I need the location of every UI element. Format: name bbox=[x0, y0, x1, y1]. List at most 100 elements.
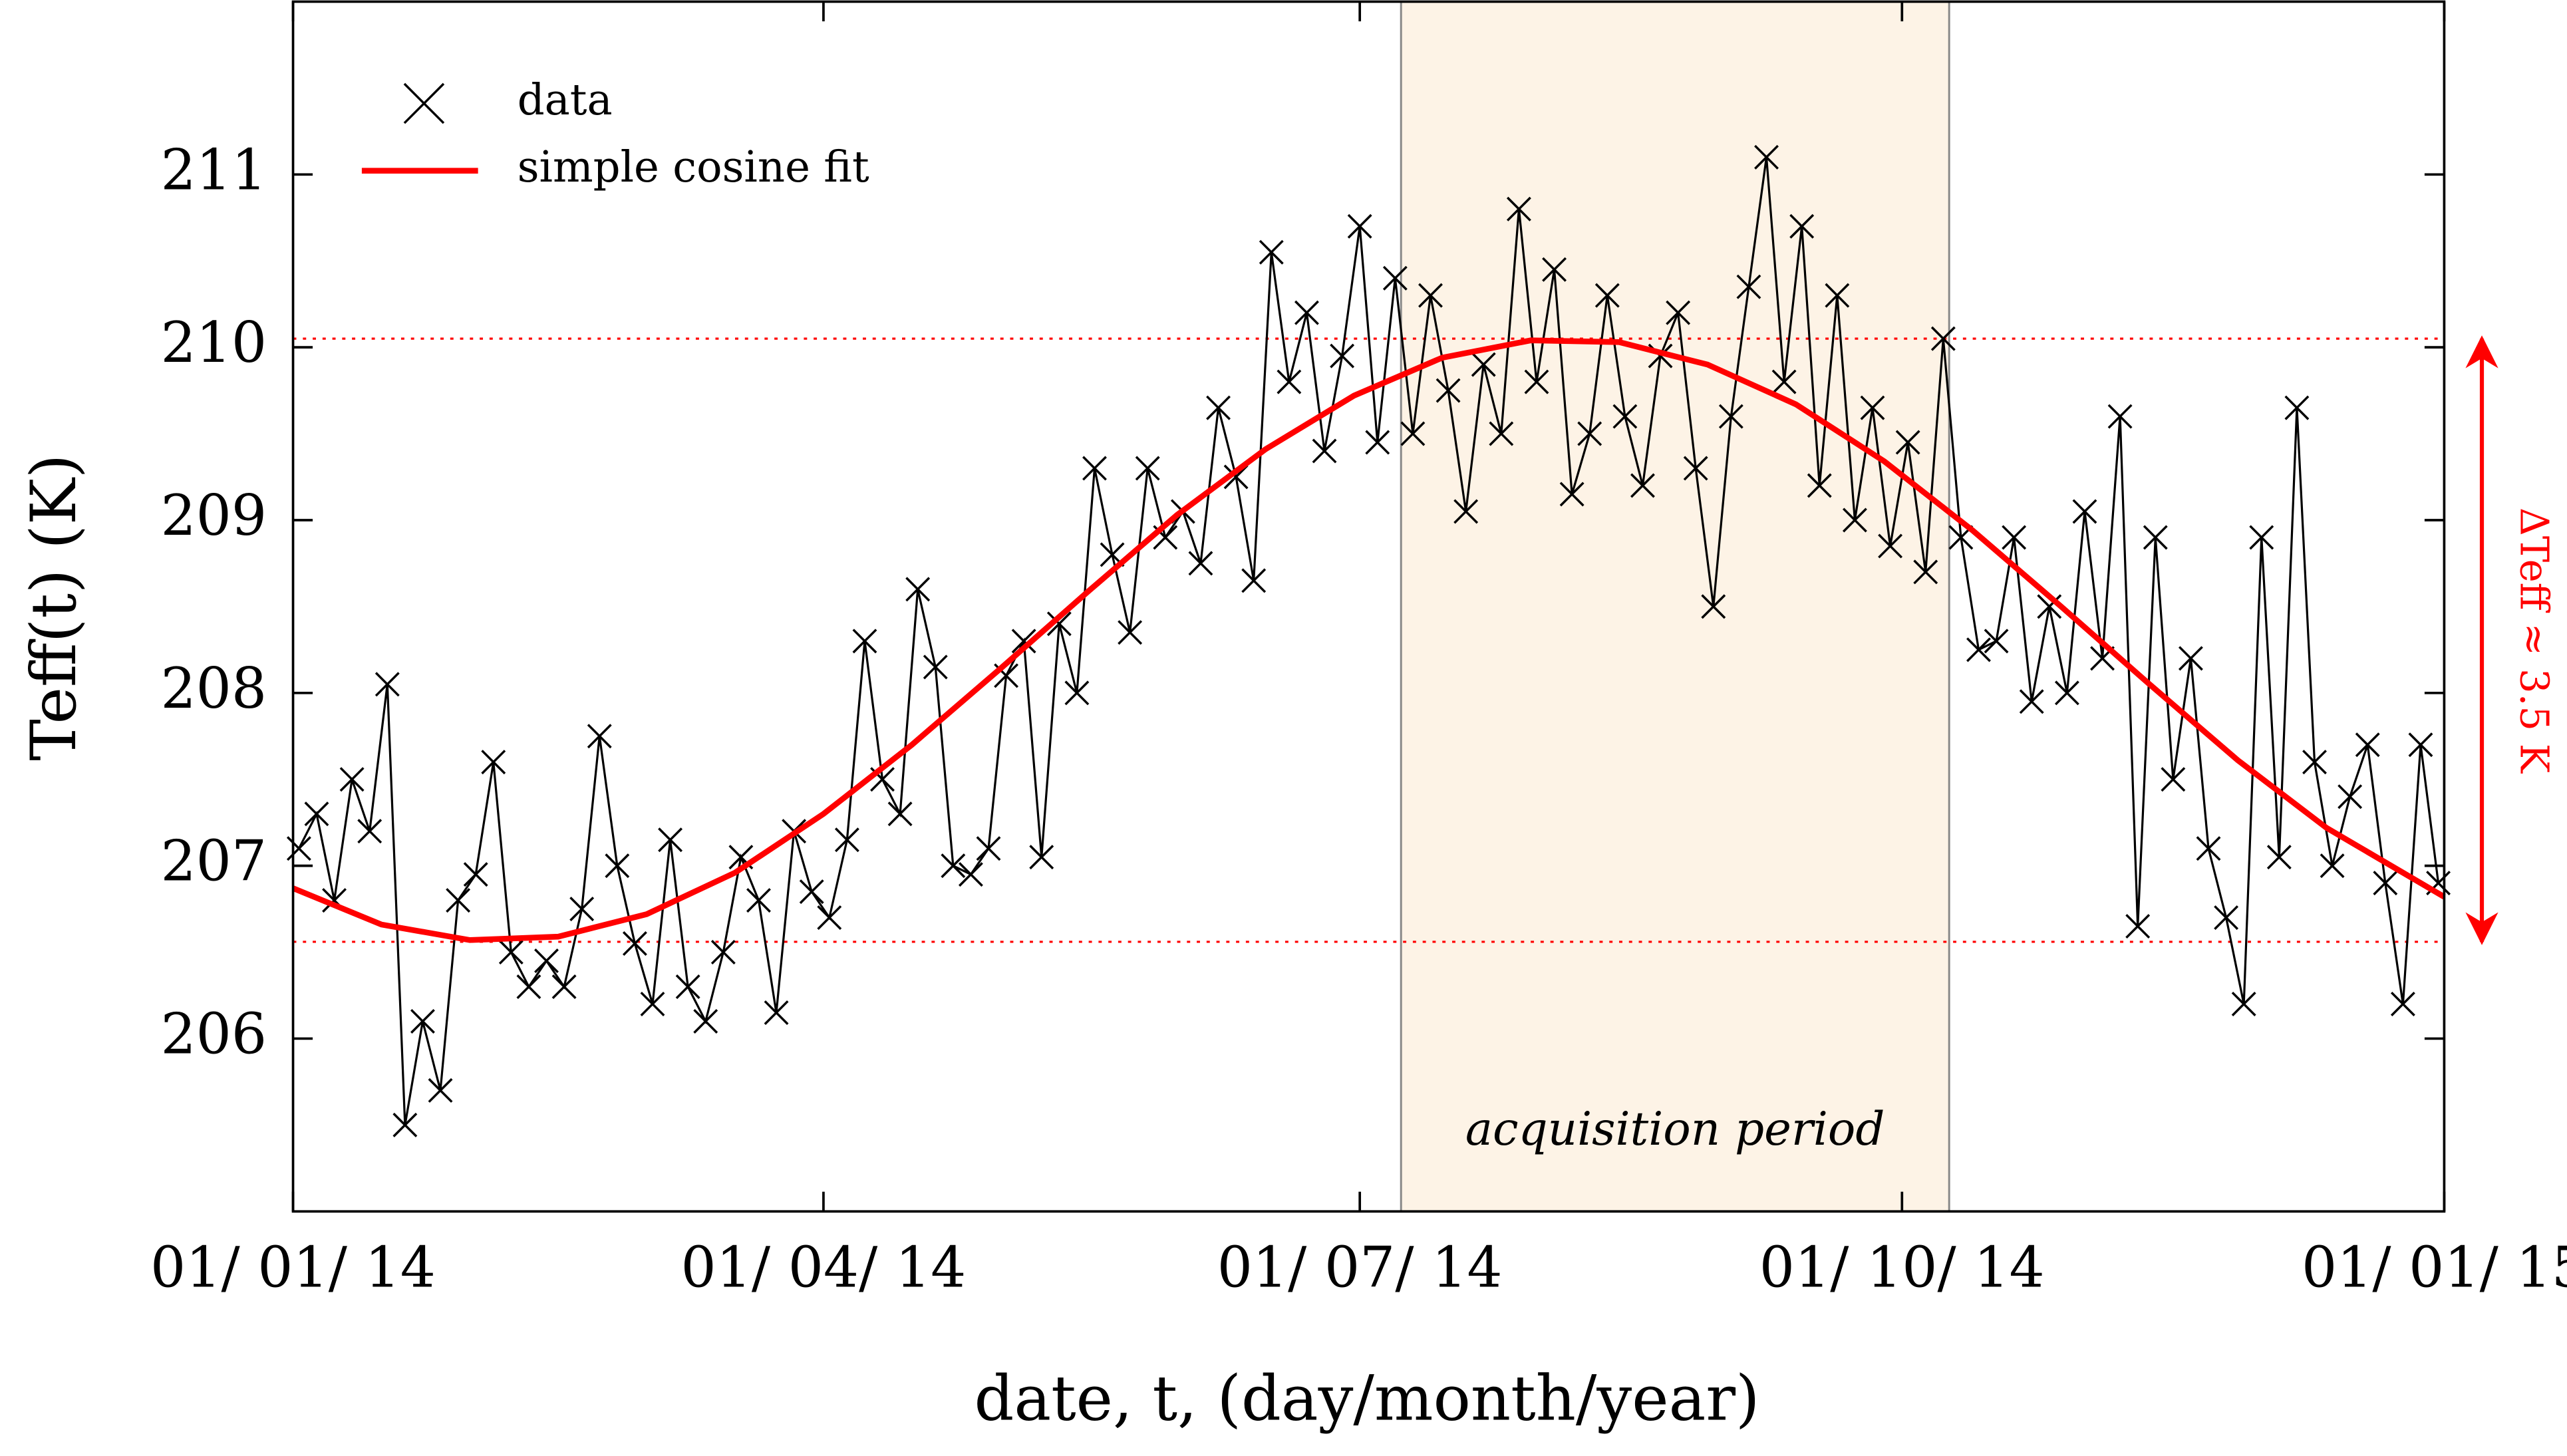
legend-label: simple cosine fit bbox=[518, 143, 869, 192]
data-point bbox=[2302, 750, 2327, 775]
data-point bbox=[2054, 680, 2079, 706]
legend-label: data bbox=[518, 76, 613, 125]
data-point bbox=[1966, 637, 1991, 662]
data-point bbox=[1029, 845, 1054, 870]
data-point bbox=[834, 827, 859, 853]
data-point bbox=[976, 836, 1001, 861]
data-point bbox=[1135, 456, 1160, 481]
shaded-region bbox=[1401, 1, 1950, 1212]
data-point bbox=[1453, 499, 1479, 524]
legend-marker bbox=[403, 82, 445, 124]
data-point bbox=[286, 836, 311, 861]
region-label: acquisition period bbox=[1465, 1103, 1885, 1156]
data-point bbox=[463, 862, 488, 887]
data-point bbox=[1489, 421, 1514, 446]
data-point bbox=[1666, 300, 1691, 325]
data-point bbox=[1895, 430, 1920, 455]
data-point bbox=[1330, 343, 1355, 368]
data-point bbox=[2107, 404, 2133, 429]
y-tick-label: 208 bbox=[160, 656, 267, 721]
data-point bbox=[1046, 611, 1072, 637]
data-point bbox=[710, 940, 736, 965]
data-point bbox=[1064, 680, 1090, 706]
data-point bbox=[658, 827, 683, 853]
data-point bbox=[1718, 404, 1743, 429]
y-tick-label: 206 bbox=[160, 1001, 267, 1066]
data-point bbox=[392, 1112, 418, 1137]
data-point bbox=[1860, 395, 1885, 420]
data-point bbox=[887, 801, 913, 827]
y-tick-label: 209 bbox=[160, 483, 267, 548]
data-point bbox=[1577, 421, 1602, 446]
data-point bbox=[1683, 456, 1708, 481]
data-point bbox=[2320, 853, 2345, 879]
data-point bbox=[2037, 594, 2062, 619]
x-tick-label: 01/ 10/ 14 bbox=[1759, 1235, 2045, 1300]
data-point bbox=[516, 974, 541, 1000]
fit-line bbox=[291, 337, 2446, 943]
data-point bbox=[1435, 378, 1461, 403]
x-tick-label: 01/ 01/ 15 bbox=[2302, 1235, 2567, 1300]
data-point bbox=[764, 1000, 789, 1025]
data-point bbox=[2249, 525, 2274, 550]
x-tick-label: 01/ 07/ 14 bbox=[1217, 1235, 1503, 1300]
data-point bbox=[1118, 620, 1143, 645]
data-point bbox=[693, 1008, 718, 1034]
data-point bbox=[1771, 369, 1797, 394]
y-tick-label: 210 bbox=[160, 310, 267, 375]
data-point bbox=[852, 629, 877, 654]
plot-frame bbox=[291, 0, 2446, 1213]
x-tick-label: 01/ 04/ 14 bbox=[680, 1235, 966, 1300]
data-point bbox=[446, 888, 471, 913]
delta-label: ΔTeff ≈ 3.5 K bbox=[2511, 508, 2557, 774]
data-point bbox=[817, 905, 842, 931]
data-point bbox=[2214, 905, 2239, 931]
data-point bbox=[357, 819, 382, 844]
data-point bbox=[675, 974, 700, 1000]
data-point bbox=[640, 991, 665, 1016]
data-point bbox=[923, 655, 948, 680]
data-point bbox=[534, 948, 559, 974]
data-point bbox=[2390, 991, 2415, 1016]
data-point bbox=[1913, 559, 1938, 585]
data-point bbox=[1825, 283, 1850, 308]
data-point bbox=[1559, 482, 1585, 507]
data-point bbox=[1365, 430, 1390, 455]
data-point bbox=[1612, 404, 1638, 429]
data-point bbox=[551, 974, 577, 1000]
data-point bbox=[375, 672, 400, 697]
data-point bbox=[339, 767, 365, 792]
data-point bbox=[1701, 594, 1726, 619]
data-point bbox=[2231, 991, 2256, 1016]
data-point bbox=[304, 801, 329, 827]
data-point bbox=[1471, 352, 1496, 377]
data-point bbox=[1506, 196, 1531, 221]
data-point bbox=[2338, 784, 2363, 809]
data-point bbox=[481, 750, 506, 775]
data-point bbox=[1241, 568, 1267, 593]
data-point bbox=[410, 1008, 435, 1034]
data-point bbox=[1188, 551, 1213, 576]
data-point bbox=[1312, 438, 1337, 464]
data-point bbox=[1223, 464, 1249, 490]
data-point bbox=[1011, 629, 1036, 654]
data-point bbox=[1789, 214, 1815, 239]
data-point bbox=[1277, 369, 1302, 394]
data-point bbox=[1807, 473, 1832, 498]
data-point bbox=[1206, 395, 1231, 420]
data-point bbox=[799, 879, 824, 905]
data-point bbox=[1542, 257, 1567, 282]
data-point bbox=[1400, 421, 1426, 446]
data-point bbox=[746, 888, 771, 913]
data-point bbox=[2178, 646, 2203, 671]
data-point bbox=[1736, 274, 1761, 299]
data-point bbox=[605, 853, 630, 879]
data-point bbox=[1347, 214, 1372, 239]
data-point bbox=[1382, 265, 1408, 291]
data-point bbox=[1984, 629, 2009, 654]
data-point bbox=[1754, 144, 1779, 170]
data-point bbox=[2019, 689, 2044, 714]
data-point bbox=[587, 724, 612, 749]
